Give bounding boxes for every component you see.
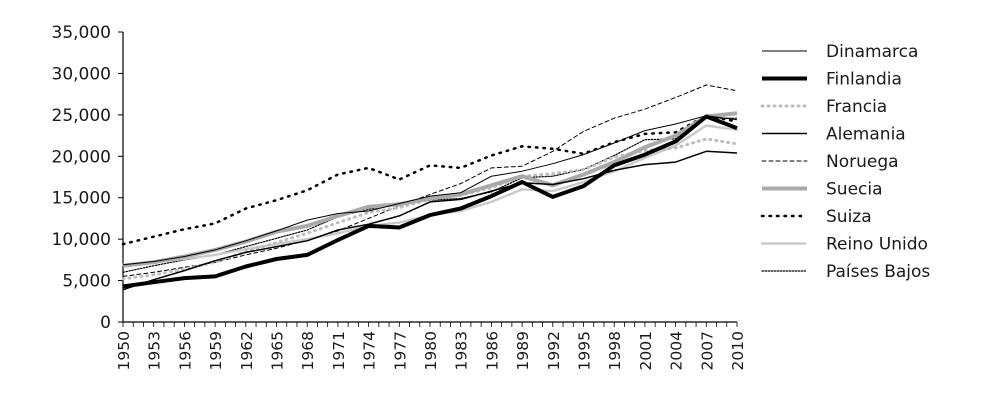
series-line-noruega — [122, 84, 738, 277]
legend-label: Suecia — [826, 180, 883, 200]
x-tick-label: 1962 — [238, 331, 256, 370]
x-tick-label: 1980 — [422, 331, 440, 370]
y-tick-label: 0 — [100, 313, 111, 333]
x-tick-label: 1989 — [514, 331, 532, 370]
legend-label: Suiza — [826, 207, 872, 227]
x-tick-label: 1986 — [483, 331, 501, 370]
legend-label: Alemania — [826, 125, 906, 145]
series-line-suecia — [122, 111, 738, 268]
axes — [122, 32, 737, 323]
x-tick-label: 1965 — [269, 331, 287, 370]
x-tick-label: 1950 — [115, 331, 133, 370]
x-tick-label: 2001 — [637, 331, 655, 370]
y-tick-label: 20,000 — [52, 147, 111, 167]
series-layer — [121, 84, 739, 291]
y-tick-label: 5,000 — [62, 272, 111, 292]
legend-label: Finlandia — [826, 70, 902, 90]
legend-label: Noruega — [826, 152, 899, 172]
x-tick-label: 1959 — [207, 331, 225, 370]
x-tick-label: 1983 — [453, 331, 471, 370]
y-tick-label: 25,000 — [52, 106, 111, 126]
y-axis-ticks: 0 5,000 10,000 15,000 20,000 25,000 30,000 35,0… — [52, 23, 123, 333]
x-tick-label: 1971 — [330, 331, 348, 370]
series-line-dinamarca — [122, 115, 738, 266]
x-tick-label: 1953 — [146, 331, 164, 370]
x-tick-label: 1992 — [545, 331, 563, 370]
legend-label: Francia — [826, 97, 887, 117]
x-tick-label: 1977 — [391, 331, 409, 370]
legend-label: Reino Unido — [826, 235, 928, 255]
legend: Dinamarca Finlandia Francia Alemania Noruega… — [760, 42, 930, 282]
series-line-francia — [121, 137, 739, 281]
y-tick-label: 35,000 — [52, 23, 111, 43]
x-tick-label: 2004 — [668, 331, 686, 370]
x-tick-label: 1968 — [299, 331, 317, 370]
x-tick-label: 1956 — [176, 331, 194, 370]
x-tick-label: 1995 — [576, 331, 594, 370]
y-tick-label: 30,000 — [52, 64, 111, 84]
legend-label: Dinamarca — [826, 42, 918, 62]
x-tick-label: 1998 — [606, 331, 624, 370]
x-tick-label: 1974 — [361, 331, 379, 370]
y-tick-label: 10,000 — [52, 230, 111, 250]
series-line-finlandia — [122, 114, 738, 289]
series-line-alemania — [122, 150, 738, 291]
x-tick-label: 2007 — [698, 331, 716, 370]
y-tick-label: 15,000 — [52, 189, 111, 209]
x-axis-ticks: 1950 1953 1956 1959 1962 1965 1968 1971 1974 1977… — [115, 322, 747, 370]
legend-label: Países Bajos — [826, 262, 930, 282]
x-tick-label: 2010 — [729, 331, 747, 370]
series-line-suiza — [121, 114, 739, 246]
